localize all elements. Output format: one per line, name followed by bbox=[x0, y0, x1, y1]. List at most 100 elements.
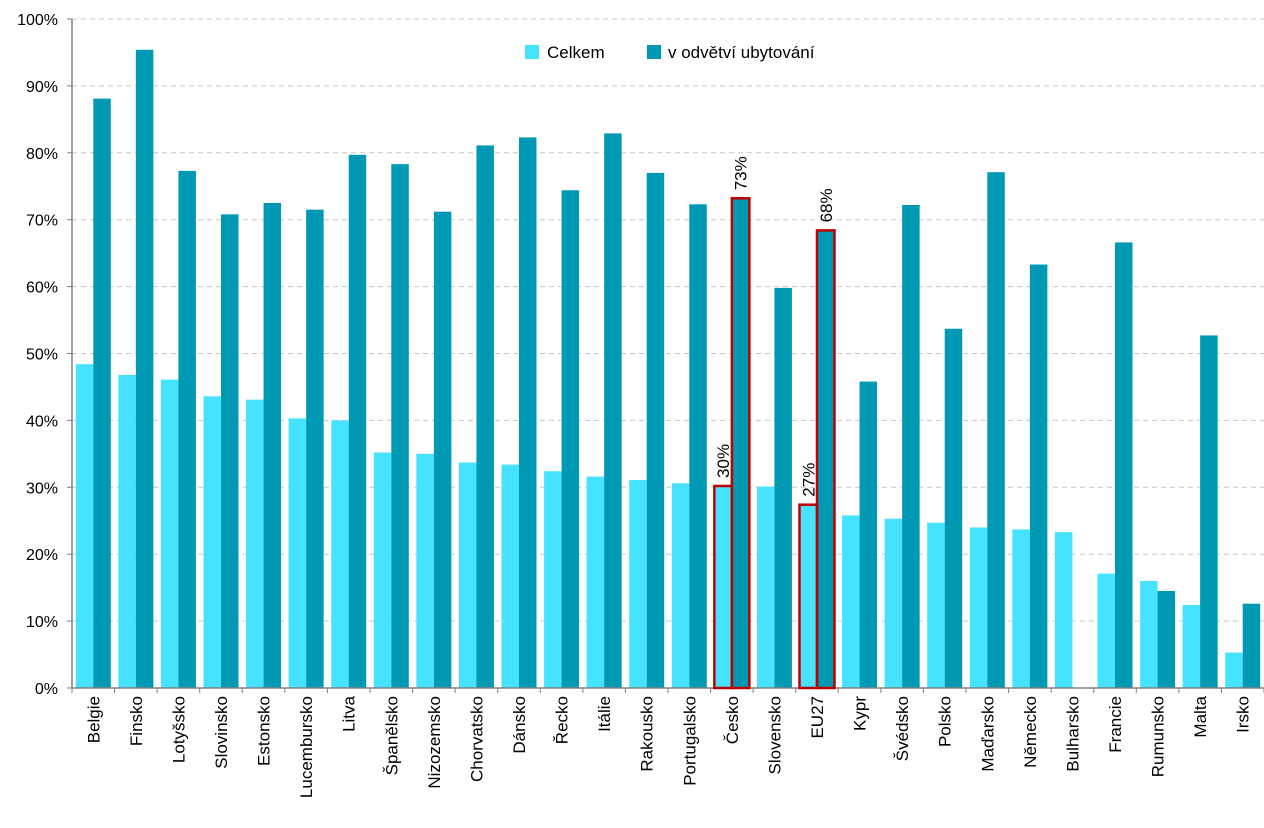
bar-ubytovani bbox=[1200, 335, 1218, 688]
x-tick-label: Švédsko bbox=[893, 696, 912, 761]
x-tick-label: EU27 bbox=[808, 696, 827, 739]
bar-celkem bbox=[842, 515, 860, 688]
bar-ubytovani bbox=[1157, 590, 1176, 688]
legend-label-ubytovani: v odvětví ubytování bbox=[668, 43, 815, 62]
x-tick-label: Řecko bbox=[553, 696, 572, 744]
highlight-box bbox=[730, 197, 751, 690]
x-tick-label: Rumunsko bbox=[1149, 696, 1168, 777]
bar-ubytovani bbox=[476, 145, 494, 689]
bar-celkem bbox=[714, 485, 732, 688]
bar-celkem bbox=[629, 479, 647, 688]
bar-celkem bbox=[1012, 529, 1030, 688]
bar-ubytovani bbox=[263, 202, 282, 688]
x-tick-label: Slovinsko bbox=[212, 696, 231, 769]
x-tick-label: Francie bbox=[1106, 696, 1125, 753]
bar-ubytovani bbox=[178, 170, 196, 688]
bar-celkem bbox=[799, 504, 817, 688]
legend-swatch-ubytovani bbox=[647, 45, 661, 59]
y-tick-label: 60% bbox=[26, 280, 58, 297]
x-tick-label: Česko bbox=[723, 696, 742, 744]
x-tick-label: Nizozemsko bbox=[425, 696, 444, 789]
x-tick-label: Španělsko bbox=[382, 696, 401, 775]
x-tick-label: Itálie bbox=[595, 696, 614, 732]
bar-celkem bbox=[1182, 605, 1201, 688]
bar-ubytovani bbox=[859, 381, 878, 688]
x-tick-label: Litva bbox=[340, 695, 359, 731]
bar-ubytovani bbox=[604, 133, 622, 689]
x-tick-label: Polsko bbox=[936, 696, 955, 747]
bar-ubytovani bbox=[391, 164, 409, 689]
y-tick-label: 40% bbox=[26, 413, 58, 430]
highlight-boxes: 30% 73% 27% 68% bbox=[713, 156, 836, 690]
bar-celkem bbox=[1140, 580, 1158, 688]
data-label: 27% bbox=[799, 463, 818, 497]
bar-celkem bbox=[1225, 652, 1243, 688]
x-axis-labels: Belgie Finsko Lotyšsko Slovinsko Estonsko Luc… bbox=[84, 695, 1252, 798]
bar-celkem bbox=[331, 420, 349, 688]
data-label: 30% bbox=[714, 444, 733, 478]
x-tick-label: Bulharsko bbox=[1063, 696, 1082, 772]
bar-celkem bbox=[969, 527, 988, 688]
bar-ubytovani bbox=[135, 49, 154, 689]
bar-celkem bbox=[756, 486, 775, 688]
x-tick-label: Malta bbox=[1191, 695, 1210, 737]
bar-celkem bbox=[288, 418, 307, 688]
y-tick-label: 30% bbox=[26, 480, 58, 497]
y-tick-label: 70% bbox=[26, 213, 58, 230]
x-tick-label: Irsko bbox=[1234, 696, 1253, 733]
bar-celkem bbox=[671, 483, 690, 688]
bar-ubytovani bbox=[774, 287, 792, 688]
y-tick-label: 10% bbox=[26, 614, 58, 631]
bar-celkem bbox=[586, 476, 605, 688]
bar-celkem bbox=[416, 453, 434, 688]
bar-celkem bbox=[884, 518, 903, 688]
bar-ubytovani bbox=[646, 172, 665, 688]
bar-ubytovani bbox=[93, 98, 111, 688]
x-tick-label: Belgie bbox=[84, 696, 103, 743]
bar-celkem bbox=[246, 399, 264, 688]
bar-ubytovani bbox=[306, 209, 324, 689]
bar-ubytovani bbox=[1029, 264, 1048, 688]
bar-ubytovani bbox=[519, 137, 537, 689]
y-tick-label: 0% bbox=[35, 681, 58, 698]
bar-celkem bbox=[1097, 573, 1115, 688]
x-tick-label: Lotyšsko bbox=[169, 696, 188, 763]
bar-ubytovani bbox=[348, 154, 367, 688]
bar-ubytovani bbox=[1242, 603, 1261, 688]
bar-celkem bbox=[927, 522, 945, 688]
x-tick-label: Rakousko bbox=[638, 696, 657, 772]
y-tick-label: 50% bbox=[26, 347, 58, 364]
x-tick-label: Kypr bbox=[851, 696, 870, 731]
bar-ubytovani bbox=[1115, 242, 1133, 689]
bars bbox=[75, 49, 1261, 689]
legend-swatch-celkem bbox=[525, 45, 539, 59]
highlight-box bbox=[815, 229, 836, 690]
y-tick-label: 80% bbox=[26, 146, 58, 163]
bar-ubytovani bbox=[731, 198, 750, 689]
bar-celkem bbox=[544, 471, 562, 688]
legend-label-celkem: Celkem bbox=[547, 43, 605, 62]
x-tick-label: Portugalsko bbox=[680, 696, 699, 786]
bar-celkem bbox=[203, 396, 221, 688]
y-tick-label: 100% bbox=[17, 12, 58, 29]
bar-ubytovani bbox=[221, 214, 239, 688]
x-tick-label: Chorvatsko bbox=[467, 696, 486, 782]
bar-celkem bbox=[118, 374, 136, 688]
bar-celkem bbox=[373, 452, 392, 688]
x-tick-label: Maďarsko bbox=[978, 696, 997, 772]
x-tick-label: Dánsko bbox=[510, 696, 529, 754]
x-tick-label: Lucembursko bbox=[297, 696, 316, 798]
x-tick-label: Estonsko bbox=[255, 696, 274, 766]
bar-celkem bbox=[160, 379, 179, 688]
bar-ubytovani bbox=[689, 204, 707, 689]
data-label: 73% bbox=[732, 156, 751, 190]
bar-ubytovani bbox=[944, 328, 963, 688]
bar-celkem bbox=[458, 462, 477, 688]
x-tick-label: Finsko bbox=[127, 696, 146, 746]
bar-ubytovani bbox=[817, 230, 835, 689]
y-tick-label: 90% bbox=[26, 79, 58, 96]
y-tick-label: 20% bbox=[26, 547, 58, 564]
x-tick-label: Německo bbox=[1021, 696, 1040, 768]
bar-ubytovani bbox=[902, 204, 920, 688]
bar-celkem bbox=[75, 364, 94, 688]
